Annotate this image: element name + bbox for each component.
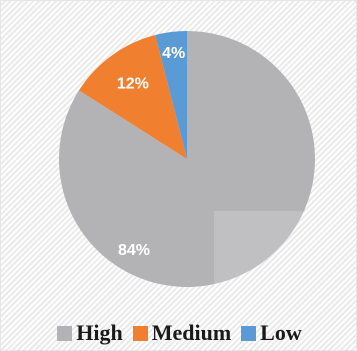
legend-item-high: High	[57, 320, 123, 345]
legend-swatch-medium	[132, 325, 148, 341]
legend-swatch-high	[57, 325, 73, 341]
pie-label-medium: 12%	[117, 76, 149, 93]
legend-label-high: High	[76, 320, 123, 345]
chart-legend: High Medium Low	[1, 318, 357, 348]
pie-slice-medium	[78, 35, 187, 159]
legend-swatch-low	[241, 325, 257, 341]
legend-item-medium: Medium	[132, 320, 232, 345]
pie-highlight-overlay	[214, 211, 315, 287]
pie-slice-low	[155, 31, 187, 159]
legend-label-medium: Medium	[151, 320, 232, 345]
pie-label-low: 4%	[162, 45, 185, 62]
pie-slice-high	[58, 31, 315, 287]
pie-label-high: 84%	[118, 242, 150, 259]
legend-label-low: Low	[260, 320, 302, 345]
legend-item-low: Low	[241, 322, 302, 344]
